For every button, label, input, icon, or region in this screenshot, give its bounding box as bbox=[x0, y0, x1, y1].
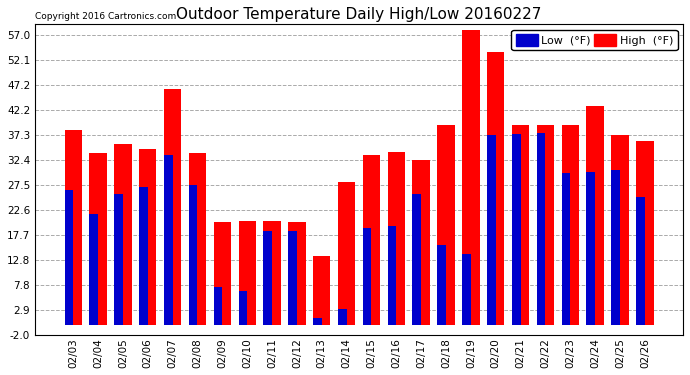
Bar bbox=[611, 170, 620, 325]
Bar bbox=[164, 156, 172, 325]
Bar bbox=[64, 190, 73, 325]
Bar bbox=[388, 226, 396, 325]
Bar bbox=[90, 153, 107, 325]
Bar bbox=[139, 187, 148, 325]
Bar bbox=[239, 291, 247, 325]
Bar bbox=[388, 152, 405, 325]
Bar bbox=[586, 172, 595, 325]
Bar bbox=[64, 130, 82, 325]
Bar bbox=[437, 244, 446, 325]
Bar bbox=[462, 254, 471, 325]
Bar bbox=[562, 125, 579, 325]
Bar bbox=[313, 318, 322, 325]
Bar bbox=[214, 287, 222, 325]
Bar bbox=[437, 125, 455, 325]
Legend: Low  (°F), High  (°F): Low (°F), High (°F) bbox=[511, 30, 678, 50]
Bar bbox=[636, 141, 653, 325]
Bar bbox=[338, 183, 355, 325]
Text: Copyright 2016 Cartronics.com: Copyright 2016 Cartronics.com bbox=[35, 12, 177, 21]
Bar bbox=[413, 160, 430, 325]
Bar bbox=[239, 221, 256, 325]
Bar bbox=[164, 89, 181, 325]
Bar bbox=[90, 214, 98, 325]
Bar bbox=[313, 256, 331, 325]
Bar bbox=[413, 194, 421, 325]
Bar bbox=[363, 155, 380, 325]
Bar bbox=[288, 222, 306, 325]
Bar bbox=[487, 52, 504, 325]
Bar bbox=[512, 125, 529, 325]
Bar bbox=[115, 144, 132, 325]
Bar bbox=[586, 106, 604, 325]
Bar bbox=[537, 125, 554, 325]
Bar bbox=[189, 153, 206, 325]
Bar bbox=[487, 135, 495, 325]
Bar bbox=[363, 228, 371, 325]
Bar bbox=[611, 135, 629, 325]
Bar bbox=[264, 231, 272, 325]
Bar bbox=[636, 197, 645, 325]
Bar bbox=[512, 134, 521, 325]
Bar bbox=[214, 222, 231, 325]
Bar bbox=[115, 194, 123, 325]
Bar bbox=[462, 30, 480, 325]
Bar bbox=[338, 309, 346, 325]
Bar bbox=[562, 173, 571, 325]
Bar bbox=[264, 221, 281, 325]
Bar bbox=[288, 231, 297, 325]
Bar bbox=[537, 132, 546, 325]
Title: Outdoor Temperature Daily High/Low 20160227: Outdoor Temperature Daily High/Low 20160… bbox=[177, 7, 542, 22]
Bar bbox=[139, 149, 157, 325]
Bar bbox=[189, 185, 197, 325]
